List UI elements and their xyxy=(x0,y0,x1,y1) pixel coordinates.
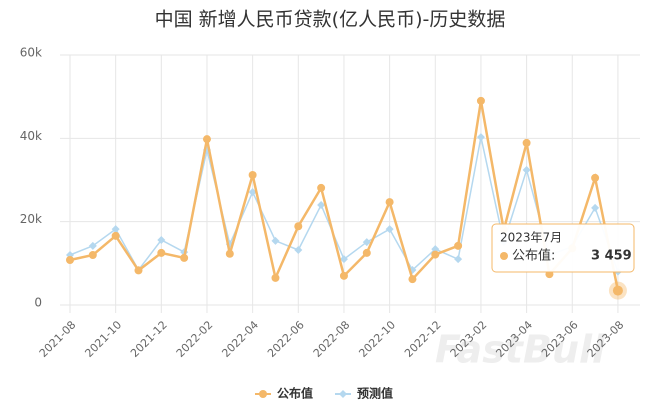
point xyxy=(202,135,211,144)
y-tick-label: 40k xyxy=(20,129,42,143)
tooltip-title: 2023年7月 xyxy=(500,231,562,245)
legend-marker xyxy=(339,390,347,398)
point xyxy=(454,255,463,264)
point xyxy=(157,236,166,244)
point xyxy=(362,238,371,247)
point xyxy=(339,255,348,264)
point xyxy=(591,203,600,212)
x-tick-label: 2022-06 xyxy=(265,318,307,360)
y-tick-label: 60k xyxy=(20,46,42,60)
hover-point xyxy=(612,285,623,296)
point xyxy=(225,249,234,258)
point xyxy=(431,250,440,259)
point xyxy=(454,241,463,250)
chart-title: 中国 新增人民币贷款(亿人民币)-历史数据 xyxy=(155,9,506,31)
point xyxy=(271,236,280,245)
point xyxy=(522,166,531,174)
point xyxy=(271,273,280,282)
y-tick-label: 20k xyxy=(20,212,42,226)
point xyxy=(317,201,326,209)
tooltip-series: 公布值: xyxy=(512,248,555,264)
point xyxy=(339,271,348,280)
point xyxy=(157,248,166,257)
point xyxy=(111,225,120,234)
x-tick-label: 2021-08 xyxy=(37,318,79,360)
x-tick-label: 2021-10 xyxy=(82,318,124,360)
point xyxy=(408,275,417,284)
legend-label: 公布值 xyxy=(277,386,313,401)
point xyxy=(385,198,394,207)
point xyxy=(88,241,97,250)
point xyxy=(317,183,326,192)
point xyxy=(134,266,143,275)
x-tick-label: 2022-10 xyxy=(356,318,398,360)
point xyxy=(362,248,371,257)
legend-label: 预测值 xyxy=(357,386,393,401)
point xyxy=(476,133,485,142)
point xyxy=(248,171,257,179)
point xyxy=(591,173,600,182)
x-tick-label: 2021-12 xyxy=(128,318,170,360)
point xyxy=(476,96,485,105)
x-tick-label: 2022-02 xyxy=(174,318,216,360)
y-tick-label: 0 xyxy=(34,296,42,310)
point xyxy=(88,251,97,259)
point xyxy=(294,222,303,231)
x-tick-label: 2022-04 xyxy=(219,318,261,360)
point xyxy=(522,138,531,147)
point xyxy=(180,253,189,262)
tooltip-box xyxy=(491,223,635,273)
point xyxy=(248,188,257,197)
tooltip-value: 3 459 xyxy=(591,249,632,264)
tooltip-dot xyxy=(500,252,508,260)
legend-marker xyxy=(259,390,267,398)
point xyxy=(294,246,303,254)
point xyxy=(385,225,394,234)
watermark: FastBull xyxy=(435,328,606,372)
point xyxy=(111,231,120,240)
point xyxy=(66,256,74,264)
x-tick-label: 2022-08 xyxy=(311,318,353,360)
